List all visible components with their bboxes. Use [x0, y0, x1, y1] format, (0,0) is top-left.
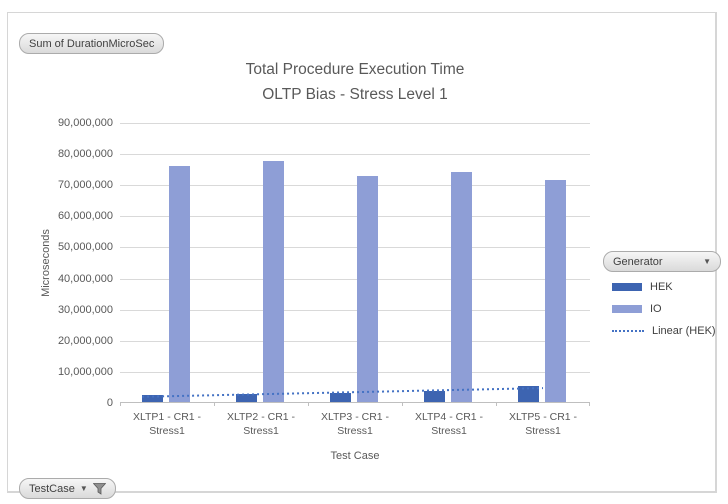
chart-title-line2: OLTP Bias - Stress Level 1 — [262, 86, 448, 103]
gridline — [120, 154, 590, 156]
y-tick-label: 0 — [106, 397, 113, 409]
axis-field-button[interactable]: TestCase ▼ — [19, 478, 116, 499]
chart-frame: Sum of DurationMicroSec Total Procedure … — [7, 12, 721, 499]
x-axis-tick — [308, 402, 309, 406]
x-category-label: XLTP1 - CR1 - Stress1 — [132, 411, 202, 437]
chevron-down-icon: ▼ — [79, 483, 88, 493]
bar-io-2[interactable] — [262, 161, 285, 402]
legend-trendline-swatch — [612, 330, 644, 332]
value-field-label: Sum of DurationMicroSec — [29, 37, 155, 50]
legend-label: IO — [650, 303, 662, 315]
y-tick-label: 60,000,000 — [57, 210, 113, 223]
legend-field-button[interactable]: Generator ▼ — [603, 251, 721, 272]
y-tick-label: 50,000,000 — [57, 241, 113, 254]
gridline — [120, 278, 590, 280]
gridline — [120, 371, 590, 373]
y-tick-label: 10,000,000 — [57, 365, 113, 378]
x-axis-title: Test Case — [330, 450, 380, 462]
legend-item-hek[interactable]: HEK — [612, 276, 716, 298]
x-category-label: XLTP5 - CR1 - Stress1 — [508, 411, 578, 437]
legend-item-io[interactable]: IO — [612, 298, 716, 320]
chevron-down-icon: ▼ — [703, 256, 711, 266]
gridline — [120, 340, 590, 342]
bar-hek-1[interactable] — [142, 394, 164, 402]
x-category-label: XLTP4 - CR1 - Stress1 — [414, 411, 484, 437]
plot-area — [120, 123, 590, 406]
filter-funnel-icon — [92, 482, 106, 495]
value-field-button[interactable]: Sum of DurationMicroSec — [19, 33, 165, 54]
x-axis-tick — [402, 402, 403, 406]
gridline — [120, 247, 590, 249]
legend-field-label: Generator — [613, 255, 663, 268]
bar-io-5[interactable] — [544, 180, 567, 402]
legend-swatch — [612, 305, 642, 313]
y-tick-label: 20,000,000 — [57, 334, 113, 347]
x-axis-tick — [214, 402, 215, 406]
legend-item-linear-hek[interactable]: Linear (HEK) — [612, 320, 716, 342]
bar-io-3[interactable] — [356, 176, 379, 402]
y-tick-label: 70,000,000 — [57, 179, 113, 192]
x-axis-tick — [496, 402, 497, 406]
gridline — [120, 185, 590, 187]
x-axis-tick — [120, 402, 121, 406]
bar-hek-4[interactable] — [424, 391, 446, 402]
bar-hek-2[interactable] — [236, 393, 258, 402]
gridline — [120, 123, 590, 124]
trendline-linear-hek[interactable] — [120, 123, 590, 402]
bar-io-1[interactable] — [168, 165, 191, 402]
y-axis-tick-labels: 0 10,000,000 20,000,000 30,000,000 40,000,00… — [28, 13, 113, 504]
y-tick-label: 90,000,000 — [57, 117, 113, 129]
legend: HEK IO Linear (HEK) — [612, 276, 716, 342]
y-tick-label: 40,000,000 — [57, 272, 113, 285]
bar-hek-5[interactable] — [518, 386, 540, 402]
bar-io-4[interactable] — [450, 172, 473, 402]
x-category-label: XLTP3 - CR1 - Stress1 — [320, 411, 390, 437]
gridline — [120, 309, 590, 311]
chart-title: Total Procedure Execution Time OLTP Bias… — [120, 57, 590, 107]
y-tick-label: 80,000,000 — [57, 148, 113, 161]
legend-swatch — [612, 283, 642, 291]
y-tick-label: 30,000,000 — [57, 303, 113, 316]
x-axis-category-labels: XLTP1 - CR1 - Stress1 XLTP2 - CR1 - Stres… — [120, 410, 590, 438]
axis-field-label: TestCase — [29, 482, 75, 495]
chart-title-line1: Total Procedure Execution Time — [245, 61, 465, 78]
legend-label: Linear (HEK) — [652, 325, 716, 337]
x-category-label: XLTP2 - CR1 - Stress1 — [226, 411, 296, 437]
x-axis-tick — [589, 402, 590, 406]
bar-hek-3[interactable] — [330, 392, 352, 402]
gridline — [120, 216, 590, 218]
legend-label: HEK — [650, 281, 673, 293]
